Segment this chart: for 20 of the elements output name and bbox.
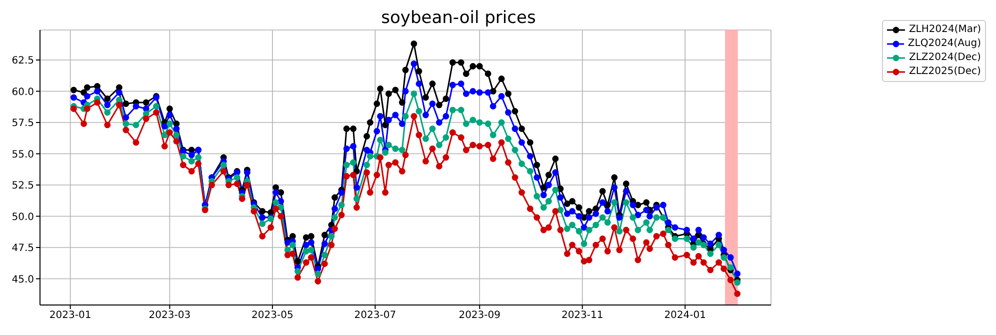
x-tick-label: 2023-09 bbox=[458, 310, 501, 322]
x-tick-label: 2023-07 bbox=[354, 310, 396, 322]
x-tick-label: 2024-01 bbox=[664, 310, 706, 322]
y-tick-label: 62.5 bbox=[12, 56, 34, 67]
legend-label: ZLH2024(Mar) bbox=[908, 23, 981, 37]
y-tick-label: 52.5 bbox=[12, 180, 34, 192]
legend-label: ZLZ2025(Dec) bbox=[909, 65, 981, 79]
y-tick-label: 55.0 bbox=[12, 149, 34, 160]
y-tick-label: 50.0 bbox=[12, 212, 34, 223]
y-tick-label: 60.0 bbox=[12, 86, 34, 98]
chart-title: soybean-oil prices bbox=[380, 8, 537, 28]
x-tick-label: 2023-11 bbox=[561, 310, 604, 322]
x-tick-label: 2023-01 bbox=[49, 310, 92, 322]
legend-label: ZLQ2024(Aug) bbox=[908, 37, 981, 51]
legend-label: ZLZ2024(Dec) bbox=[909, 51, 981, 65]
x-tick-label: 2023-05 bbox=[252, 310, 294, 322]
y-tick-label: 47.5 bbox=[12, 243, 34, 254]
y-tick-label: 45.0 bbox=[12, 274, 34, 286]
y-tick-label: 57.5 bbox=[12, 118, 34, 130]
x-tick-label: 2023-03 bbox=[148, 310, 191, 322]
